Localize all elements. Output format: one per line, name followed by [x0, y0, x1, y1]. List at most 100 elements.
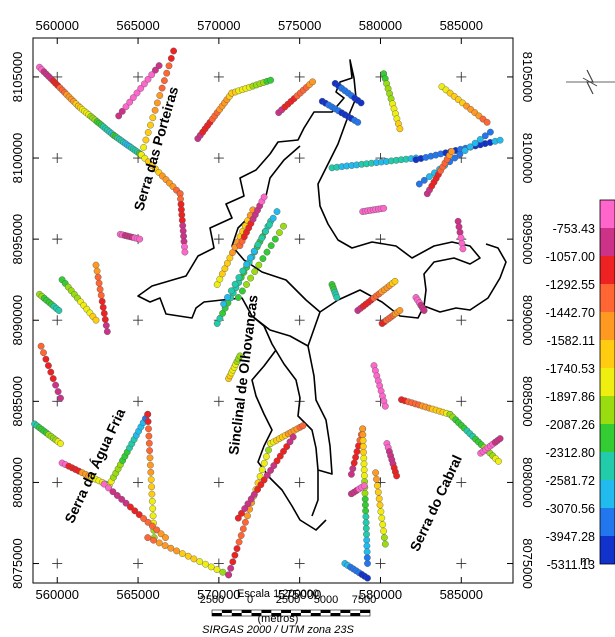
- legend-value: -3070.56: [546, 502, 595, 516]
- sample-point: [233, 545, 241, 552]
- sample-point: [142, 136, 150, 144]
- sample-point: [225, 571, 233, 579]
- sample-point: [362, 507, 369, 515]
- sample-point: [263, 248, 271, 256]
- sample-point: [146, 447, 154, 454]
- sample-point: [229, 558, 237, 566]
- sample-point: [42, 355, 50, 363]
- grid-cross: [52, 71, 63, 82]
- sample-point: [286, 438, 294, 446]
- scale-block: [221, 610, 232, 613]
- sample-point: [373, 475, 380, 483]
- sample-point: [363, 542, 371, 550]
- sample-point: [360, 466, 368, 474]
- sample-point: [360, 472, 368, 480]
- sample-point: [381, 402, 389, 410]
- legend-value: -1057.00: [546, 250, 595, 264]
- sample-point: [259, 255, 267, 263]
- sample-point: [244, 500, 252, 508]
- sample-point: [273, 457, 281, 465]
- sample-point: [361, 501, 369, 509]
- grid-cross: [213, 153, 224, 164]
- sample-point: [94, 273, 102, 281]
- sample-point: [260, 193, 268, 201]
- sample-point: [40, 349, 47, 357]
- sample-point: [157, 530, 165, 538]
- x-axis-top-ticks: 560000 565000 570000 575000 580000 585000: [36, 18, 483, 44]
- sample-point: [145, 439, 153, 447]
- sample-point: [246, 254, 254, 262]
- x-tick-label-top: 575000: [278, 18, 321, 33]
- sample-point: [135, 511, 143, 518]
- x-tick-label-bottom: 570000: [197, 587, 240, 602]
- sample-point: [456, 150, 464, 158]
- sample-point: [149, 114, 157, 122]
- sample-point: [374, 488, 382, 496]
- sample-point: [362, 519, 370, 526]
- legend-value: -1582.11: [547, 334, 595, 348]
- sample-point: [360, 454, 368, 462]
- sample-point: [250, 247, 258, 255]
- sample-point: [57, 440, 64, 447]
- grid-cross: [133, 315, 144, 326]
- sample-point: [466, 143, 474, 151]
- sample-point: [377, 508, 385, 515]
- scale-block: [281, 610, 291, 613]
- sample-point: [380, 527, 387, 535]
- grid-cross: [375, 558, 386, 569]
- sample-point: [153, 99, 161, 107]
- legend-swatch: [600, 396, 615, 424]
- x-tick-label-top: 560000: [36, 18, 79, 33]
- scale-block: [350, 613, 361, 616]
- x-axis-bottom-ticks: 560000 565000 570000 575000 580000 585000: [36, 577, 483, 602]
- scale-blocks: [211, 609, 371, 617]
- sample-point: [133, 89, 141, 97]
- sample-point: [97, 291, 105, 299]
- sample-point: [254, 486, 262, 493]
- sample-point: [146, 461, 154, 469]
- y-tick-label-right: 8080000: [520, 457, 535, 508]
- sample-point: [149, 512, 157, 520]
- scale-crs: SIRGAS 2000 / UTM zona 23S: [202, 624, 354, 636]
- sample-point: [461, 147, 469, 155]
- sample-point: [140, 143, 148, 151]
- sample-point: [380, 534, 388, 541]
- sample-point: [105, 484, 112, 492]
- legend-swatch: [600, 368, 615, 396]
- sample-point: [276, 452, 284, 460]
- sample-point: [273, 208, 281, 216]
- sample-point: [220, 300, 228, 308]
- north-arrow-tick: [582, 77, 598, 87]
- scale-label: 0: [247, 594, 253, 606]
- legend-value: -1897.86: [546, 390, 595, 404]
- scale-label: 2500: [276, 594, 300, 606]
- legend-swatch: [600, 200, 615, 228]
- sample-point: [486, 128, 494, 136]
- grid-cross: [456, 396, 467, 407]
- sample-point: [144, 534, 152, 541]
- grid-cross: [213, 71, 224, 82]
- legend-unit: m: [580, 554, 590, 568]
- x-tick-label-bottom: 580000: [359, 587, 402, 602]
- sample-point: [353, 448, 361, 455]
- sample-point: [54, 388, 62, 395]
- sample-point: [425, 173, 433, 181]
- sample-point: [247, 274, 255, 282]
- sample-point: [456, 228, 464, 236]
- scale-label: 7500: [352, 594, 376, 606]
- sample-point: [380, 204, 388, 212]
- sample-point: [357, 99, 365, 107]
- sample-point: [350, 459, 358, 467]
- grid-cross: [52, 477, 63, 488]
- sample-point: [496, 435, 504, 442]
- sample-point: [360, 460, 368, 468]
- sample-point: [396, 125, 404, 133]
- y-tick-label-right: 8075000: [520, 538, 535, 589]
- y-axis-left-ticks: 8105000 8100000 8095000 8090000 8085000 80800…: [10, 52, 39, 589]
- grid-cross: [213, 477, 224, 488]
- sample-point: [131, 507, 139, 515]
- sample-point: [481, 132, 489, 140]
- sample-point: [156, 92, 164, 99]
- sample-point: [241, 505, 249, 512]
- sample-point: [136, 235, 144, 243]
